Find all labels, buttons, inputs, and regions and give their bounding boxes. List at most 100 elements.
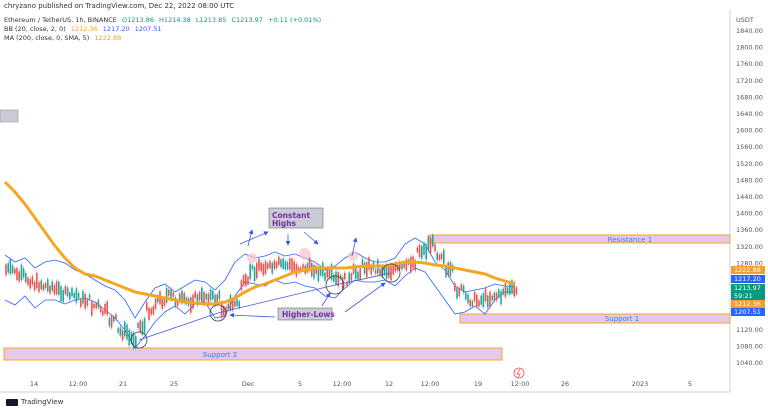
candle-body (454, 283, 456, 291)
candle-body (284, 261, 287, 270)
candle-body (183, 293, 185, 304)
footer[interactable]: TradingView (6, 398, 63, 406)
candle-body (69, 292, 71, 300)
candle-body (60, 286, 62, 302)
bb-upper: 1217.20 (102, 25, 130, 33)
price-tick-label: 1640.00 (736, 110, 763, 118)
price-tick-label: 1600.00 (736, 127, 763, 135)
candle-body (44, 283, 47, 289)
candle-body (335, 271, 337, 285)
high-marker-2 (299, 248, 311, 260)
candle-body (471, 301, 474, 307)
candle-body (247, 276, 249, 285)
candle-body (440, 253, 443, 260)
candle-body (273, 260, 276, 269)
symbol-legend[interactable]: Ethereum / TetherUS, 1h, BINANCE O1213.8… (4, 16, 324, 24)
candle-body (392, 265, 394, 275)
candle-body (344, 273, 346, 280)
price-tick-label: 1120.00 (736, 326, 763, 334)
candle-body (9, 259, 12, 274)
candle-body (170, 289, 172, 299)
candle-body (403, 262, 405, 268)
candle-body (339, 274, 342, 280)
candle-body (251, 265, 254, 270)
high-marker-3 (348, 251, 358, 261)
candle-body (53, 284, 56, 295)
candle-body (7, 263, 9, 273)
candle-body (93, 303, 95, 309)
low-marker-4 (381, 263, 401, 283)
candle-body (286, 262, 289, 270)
candle-body (212, 290, 214, 300)
candle-body (374, 269, 377, 274)
candle-body (238, 301, 240, 308)
candle-body (121, 330, 124, 341)
candle-body (414, 260, 416, 271)
candle-body (88, 294, 91, 299)
candle-body (201, 287, 203, 303)
candle-body (421, 246, 423, 259)
arrow-higher-lows-2 (321, 292, 331, 307)
resistance-zone (429, 234, 731, 244)
price-tick-label: 1840.00 (736, 27, 763, 35)
candle-body (502, 288, 504, 295)
price-badge-label: 1213.97 (734, 284, 761, 292)
time-tick-label: 12:00 (421, 380, 440, 388)
price-tick-label: 1480.00 (736, 176, 763, 184)
candle-body (209, 289, 212, 301)
time-tick-label: 25 (170, 380, 178, 388)
price-badge-label: 1217.20 (734, 275, 761, 283)
candle-body (282, 258, 284, 269)
candle-body (324, 272, 326, 281)
candle-body (500, 291, 502, 305)
candle-body (480, 295, 482, 305)
candle-body (443, 249, 445, 264)
currency-label: USDT (736, 16, 754, 24)
candle-body (326, 268, 328, 278)
candle-body (465, 292, 467, 300)
candle-body (236, 299, 238, 306)
bb-legend[interactable]: BB (20, close, 2, 0) 1212.36 1217.20 120… (4, 25, 165, 33)
candle-body (302, 264, 304, 269)
candle-body (38, 282, 40, 292)
time-tick-label: 12 (385, 380, 393, 388)
candle-body (333, 274, 335, 282)
support1-zone (459, 313, 731, 324)
candle-body (352, 263, 355, 274)
candle-body (172, 292, 174, 297)
candle-body (242, 275, 245, 285)
bb-basis: 1212.36 (70, 25, 98, 33)
price-tick-label: 1720.00 (736, 77, 763, 85)
candle-body (227, 303, 229, 309)
support2-label: Support 2 (203, 351, 237, 359)
candle-body (152, 306, 155, 315)
candle-body (18, 271, 20, 282)
candle-body (425, 244, 427, 260)
higher-lows-trendline (138, 272, 392, 341)
candle-body (150, 308, 152, 315)
candle-body (29, 279, 31, 289)
candle-body (260, 262, 262, 272)
candle-body (31, 276, 34, 285)
time-tick-label: 21 (119, 380, 127, 388)
candle-body (148, 307, 150, 320)
price-badge-label: 59:21 (734, 292, 753, 300)
ma-legend[interactable]: MA (200, close, 0, SMA, 5) 1222.88 (4, 34, 124, 42)
candle-body (385, 264, 388, 280)
candle-body (484, 288, 487, 302)
published-caption: chryzano published on TradingView.com, D… (4, 2, 235, 10)
candle-body (163, 299, 166, 306)
candle-body (436, 252, 438, 260)
candle-body (161, 297, 163, 309)
candle-body (491, 295, 493, 301)
candle-body (341, 277, 344, 289)
high-marker-1 (247, 253, 257, 263)
candle-body (77, 293, 80, 299)
time-tick-label: 26 (561, 380, 569, 388)
time-tick-label: 5 (298, 380, 302, 388)
price-tick-label: 1360.00 (736, 226, 763, 234)
price-badge (731, 308, 765, 316)
low-marker-3 (325, 275, 345, 295)
candle-body (99, 306, 102, 313)
